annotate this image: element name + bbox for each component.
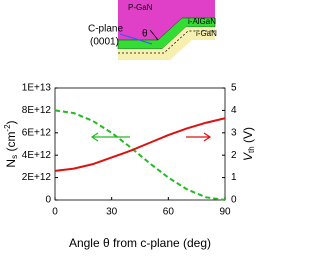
x-axis-title: Angle θ from c-plane (deg) (69, 236, 211, 250)
gan-layer (118, 27, 215, 60)
data-line (54, 109, 226, 201)
y2-axis-title: Vth (V) (241, 127, 256, 161)
y2-tick-label: 3 (231, 127, 237, 138)
arrow (186, 132, 212, 142)
inset-label: P-GaN (128, 3, 153, 12)
y-axis-title: Ns (cm-2) (3, 120, 19, 167)
angle-arc (149, 29, 159, 41)
y-tick-label: 4E+12 (22, 150, 52, 161)
y2-tick-label: 5 (231, 83, 237, 94)
data-line (54, 117, 226, 172)
plot-frame (54, 87, 226, 201)
inset-label: i-AlGaN (188, 17, 216, 26)
inset-label: (0001) (90, 37, 119, 48)
inset-label: C-plane (88, 24, 123, 35)
arrow (90, 132, 130, 142)
x-tick-label: 90 (219, 207, 231, 218)
p-gan-layer (118, 0, 215, 40)
y2-tick-label: 4 (231, 105, 237, 116)
x-tick-label: 30 (106, 207, 118, 218)
y-tick-label: 1E+13 (22, 83, 52, 94)
y2-tick-label: 2 (231, 150, 237, 161)
pointer (119, 33, 153, 45)
inset-diagram: P-GaN i-AlGaN i-GaN C-plane (0001) θ (88, 0, 217, 60)
y-tick-label: 6E+12 (22, 127, 52, 138)
channel-line (118, 30, 215, 54)
y-tick-label: 8E+12 (22, 105, 52, 116)
chart: P-GaN i-AlGaN i-GaN C-plane (0001) θ Ang… (3, 0, 256, 250)
x-tick-label: 0 (52, 207, 58, 218)
inset-label: i-GaN (196, 29, 217, 38)
y2-tick-label: 0 (231, 195, 237, 206)
inset-label: θ (142, 29, 148, 40)
y-tick-label: 2E+12 (22, 172, 52, 183)
y2-tick-label: 1 (231, 172, 237, 183)
x-tick-label: 60 (163, 207, 175, 218)
y-tick-label: 0 (45, 195, 51, 206)
